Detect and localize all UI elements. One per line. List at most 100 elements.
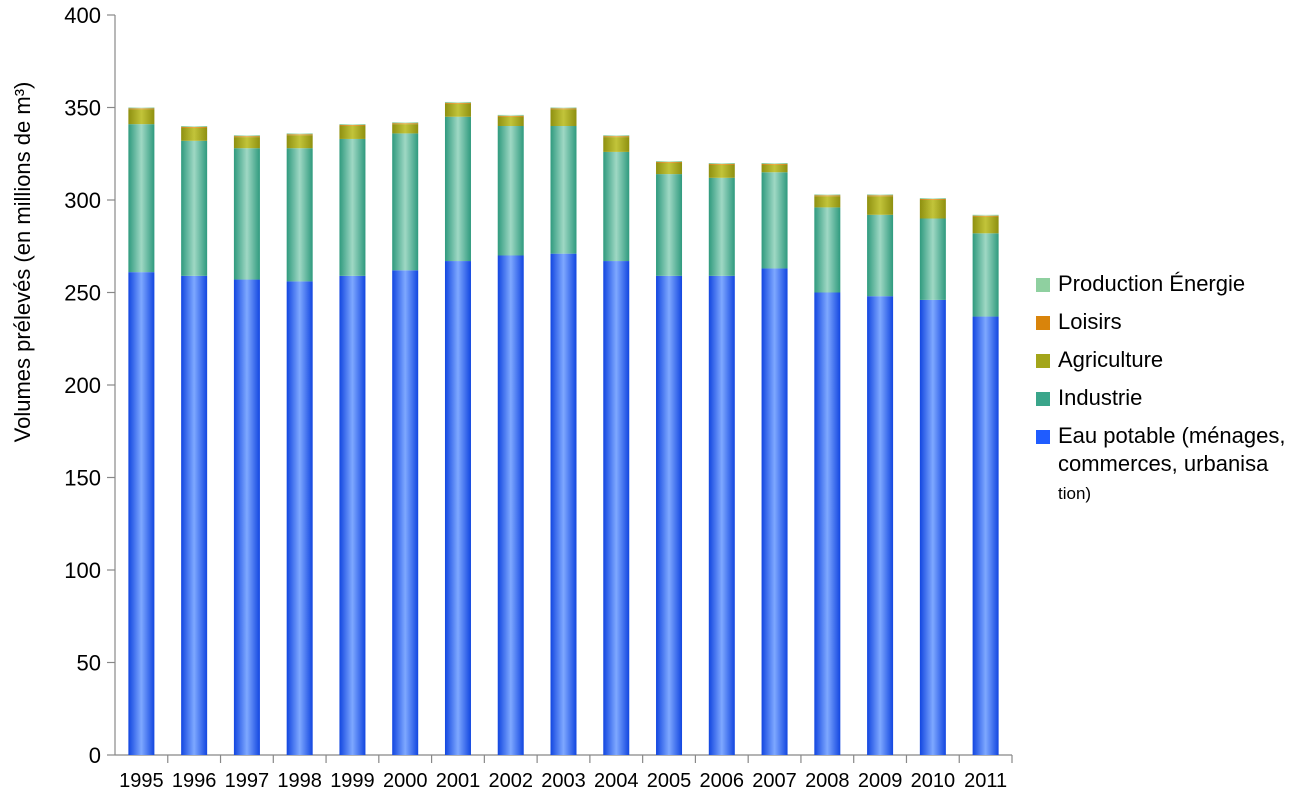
- bar-segment-production-energie-2001: [444, 101, 471, 103]
- bar-segment-industrie-1996: [181, 140, 208, 276]
- bar-segment-loisirs-2009: [867, 195, 894, 197]
- x-tick-label: 2009: [858, 770, 903, 792]
- x-tick-label: 1997: [225, 770, 270, 792]
- bar-segment-industrie-2010: [919, 218, 946, 300]
- bar-segment-eau-potable-2003: [550, 253, 577, 755]
- bar-segment-loisirs-2002: [497, 115, 524, 117]
- bar-segment-agriculture-2002: [497, 116, 524, 126]
- bar-segment-production-energie-1997: [233, 135, 260, 137]
- bar-segment-industrie-1999: [339, 138, 366, 276]
- bar-segment-industrie-1997: [233, 148, 260, 280]
- legend: Production Énergie Loisirs Agriculture Indu…: [1036, 270, 1298, 518]
- bar-segment-industrie-2001: [444, 116, 471, 262]
- bar-segment-eau-potable-1996: [181, 275, 208, 755]
- bar-segment-eau-potable-1999: [339, 275, 366, 755]
- bar-segment-industrie-2008: [814, 207, 841, 293]
- x-tick-label: 2005: [647, 770, 692, 792]
- bar-segment-production-energie-2000: [392, 122, 419, 124]
- bar-segment-industrie-1998: [286, 148, 313, 282]
- bar-segment-eau-potable-2005: [656, 275, 683, 755]
- bar-segment-loisirs-1995: [128, 108, 155, 110]
- bar-segment-agriculture-2006: [708, 164, 735, 178]
- bar-segment-industrie-2002: [497, 126, 524, 256]
- bar-segment-production-energie-2002: [497, 114, 524, 116]
- bar-segment-eau-potable-1997: [233, 279, 260, 755]
- bar-segment-agriculture-2008: [814, 196, 841, 208]
- bar-segment-eau-potable-2011: [972, 316, 999, 755]
- bar-segment-loisirs-2010: [919, 199, 946, 200]
- legend-label: Loisirs: [1058, 309, 1122, 334]
- bar-segment-agriculture-2010: [919, 200, 946, 219]
- x-tick-label: 1995: [119, 770, 164, 792]
- bar-segment-loisirs-2001: [444, 102, 471, 104]
- x-tick-label: 1998: [277, 770, 322, 792]
- bar-segment-loisirs-2008: [814, 195, 841, 197]
- bar-segment-eau-potable-2001: [444, 261, 471, 755]
- x-tick-label: 2010: [911, 770, 956, 792]
- y-tick-label: 150: [64, 466, 101, 491]
- bar-segment-production-energie-2009: [867, 194, 894, 196]
- x-tick-label: 2008: [805, 770, 850, 792]
- x-tick-label: 2006: [700, 770, 745, 792]
- legend-swatch: [1036, 430, 1050, 444]
- bar-segment-eau-potable-2009: [867, 296, 894, 755]
- bar-segment-production-energie-2007: [761, 163, 788, 164]
- bar-segment-eau-potable-2000: [392, 270, 419, 755]
- bar-segment-production-energie-1998: [286, 133, 313, 135]
- x-tick-label: 1996: [172, 770, 217, 792]
- legend-label: Industrie: [1058, 385, 1143, 410]
- legend-label-line: commerces, urbanisa: [1058, 451, 1269, 476]
- bar-segment-agriculture-2004: [603, 137, 630, 152]
- x-tick-label: 2002: [488, 770, 533, 792]
- bar-segment-industrie-2006: [708, 177, 735, 276]
- y-tick-label: 250: [64, 281, 101, 306]
- bar-segment-production-energie-1996: [181, 126, 208, 127]
- bar-segment-production-energie-2004: [603, 135, 630, 137]
- bar-segment-industrie-2000: [392, 133, 419, 271]
- legend-swatch: [1036, 392, 1050, 406]
- x-tick-label: 2004: [594, 770, 639, 792]
- bar-segment-production-energie-1999: [339, 124, 366, 126]
- bar-segment-production-energie-2005: [656, 161, 683, 163]
- bar-segment-eau-potable-2010: [919, 299, 946, 755]
- bar-segment-eau-potable-2006: [708, 275, 735, 755]
- legend-item: Industrie: [1036, 384, 1298, 412]
- bar-segment-loisirs-2003: [550, 108, 577, 110]
- bar-segment-eau-potable-2004: [603, 261, 630, 755]
- bar-segment-eau-potable-2002: [497, 255, 524, 755]
- bar-segment-agriculture-1999: [339, 126, 366, 139]
- bar-segment-agriculture-1997: [233, 137, 260, 149]
- bar-segment-eau-potable-1998: [286, 281, 313, 755]
- bar-segment-loisirs-1999: [339, 125, 366, 126]
- legend-swatch: [1036, 278, 1050, 292]
- bar-segment-industrie-2005: [656, 174, 683, 276]
- legend-item: Production Énergie: [1036, 270, 1298, 298]
- y-tick-label: 0: [89, 743, 101, 768]
- bar-segment-agriculture-2003: [550, 109, 577, 126]
- legend-item: Loisirs: [1036, 308, 1298, 336]
- bar-segment-agriculture-1995: [128, 109, 155, 125]
- bar-segment-production-energie-2010: [919, 198, 946, 200]
- bar-segment-industrie-2009: [867, 214, 894, 297]
- bar-segment-production-energie-2008: [814, 194, 841, 196]
- legend-label: Production Énergie: [1058, 271, 1246, 296]
- bar-segment-agriculture-2005: [656, 163, 683, 175]
- bar-segment-loisirs-1996: [181, 126, 208, 128]
- legend-label-line: tion): [1058, 484, 1092, 503]
- bar-segment-industrie-1995: [128, 124, 155, 273]
- y-tick-label: 100: [64, 558, 101, 583]
- legend-label-line: Eau potable (ménages,: [1058, 423, 1286, 448]
- legend-swatch: [1036, 354, 1050, 368]
- bar-segment-loisirs-2005: [656, 162, 683, 163]
- bar-segment-loisirs-1998: [286, 134, 313, 136]
- legend-item: Eau potable (ménages, commerces, urbanisa…: [1036, 422, 1298, 508]
- bar-segment-agriculture-2011: [972, 216, 999, 234]
- x-tick-label: 2007: [752, 770, 797, 792]
- legend-label: Agriculture: [1058, 347, 1164, 372]
- bar-segment-agriculture-2000: [392, 124, 419, 134]
- x-tick-label: 2003: [541, 770, 586, 792]
- x-tick-label: 2001: [436, 770, 481, 792]
- bar-segment-industrie-2004: [603, 151, 630, 262]
- bar-segment-agriculture-1996: [181, 127, 208, 141]
- bar-segment-agriculture-2007: [761, 164, 788, 173]
